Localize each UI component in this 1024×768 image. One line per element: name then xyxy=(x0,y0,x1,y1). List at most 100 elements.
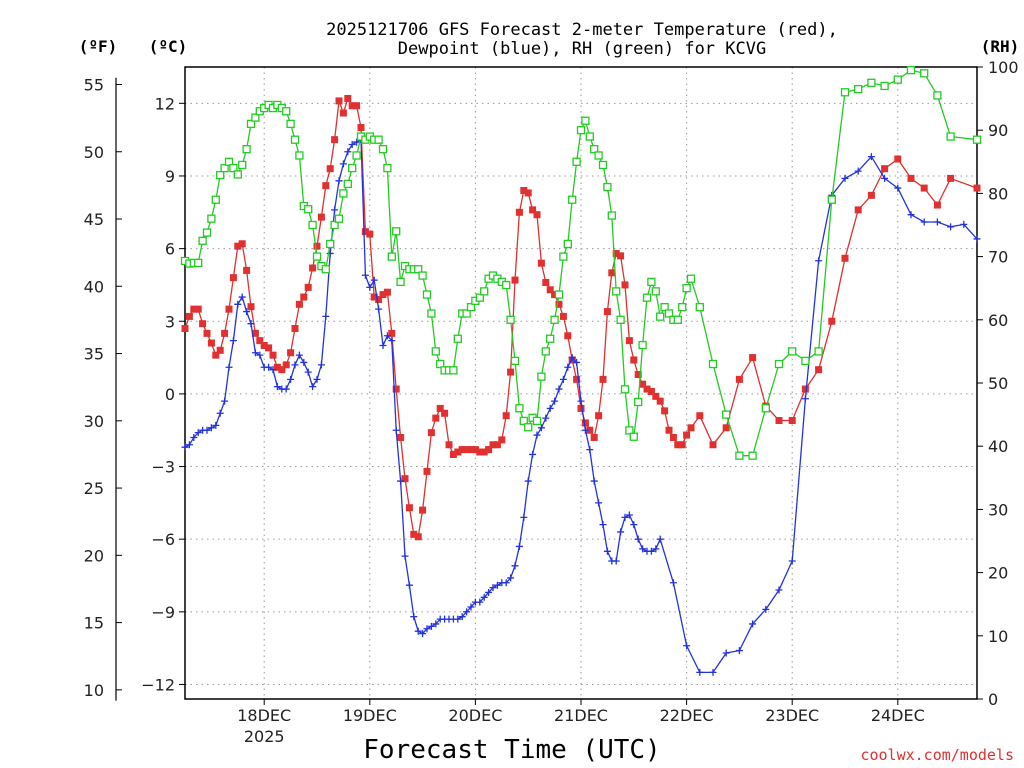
fahrenheit-tick-label: 35 xyxy=(84,345,104,364)
dewpoint-point xyxy=(366,283,374,291)
dewpoint-point xyxy=(502,579,510,587)
rh-point xyxy=(304,205,313,214)
rh-point xyxy=(647,277,656,287)
dewpoint-point xyxy=(647,547,655,555)
temperature-point xyxy=(207,339,215,347)
x-year-label: 2025 xyxy=(244,727,285,746)
rh-point xyxy=(722,410,731,419)
dewpoint-point xyxy=(854,167,862,175)
temperature-point xyxy=(678,441,686,449)
x-tick-label: 22DEC xyxy=(660,706,714,725)
temperature-point xyxy=(485,446,493,454)
rh-point xyxy=(414,265,423,274)
celsius-tick-label: 12 xyxy=(155,94,175,113)
rh-point xyxy=(449,366,458,375)
dewpoint-point xyxy=(639,545,647,553)
fahrenheit-unit-label: (ºF) xyxy=(79,37,118,56)
fahrenheit-tick-label: 50 xyxy=(84,143,104,162)
dewpoint-point xyxy=(612,557,620,565)
grid-lines xyxy=(185,67,977,699)
rh-point xyxy=(422,290,432,299)
rh-point xyxy=(251,113,260,122)
rh-point xyxy=(735,451,744,460)
temperature-point xyxy=(498,436,506,444)
rh-point xyxy=(475,293,484,302)
dewpoint-point xyxy=(595,499,603,507)
dewpoint-point xyxy=(511,562,519,570)
rh-point xyxy=(348,163,357,173)
temperature-point xyxy=(454,448,462,456)
dewpoint-point xyxy=(247,320,255,328)
temperature-point xyxy=(546,286,554,294)
rh-point xyxy=(554,290,564,299)
dewpoint-point xyxy=(533,431,541,439)
temperature-point xyxy=(828,317,836,325)
dewpoint-point xyxy=(317,361,325,369)
chart-title-line2: Dewpoint (blue), RH (green) for KCVG xyxy=(398,39,766,59)
dewpoint-point xyxy=(529,450,537,458)
rh-point xyxy=(880,81,889,91)
axes: 129630−3−6−9−125550454035302520151010090… xyxy=(84,58,1019,746)
temperature-point xyxy=(947,174,955,182)
temperature-point xyxy=(683,431,691,439)
temperature-point xyxy=(590,433,598,441)
rh-point xyxy=(788,347,797,356)
rh-point xyxy=(343,179,352,189)
rh-point xyxy=(840,88,850,97)
rh-tick-label: 10 xyxy=(988,627,1008,646)
rh-point xyxy=(282,107,291,116)
temperature-point xyxy=(674,441,682,449)
temperature-point xyxy=(287,349,295,357)
dewpoint-point xyxy=(326,249,334,257)
temperature-point xyxy=(722,424,730,432)
rh-point xyxy=(933,91,942,100)
temperature-point xyxy=(199,320,207,328)
rh-point xyxy=(572,157,581,166)
celsius-tick-label: 6 xyxy=(165,240,175,259)
temperature-point xyxy=(595,412,603,420)
dewpoint-point xyxy=(590,477,598,485)
temperature-point xyxy=(634,371,642,379)
celsius-tick-label: −6 xyxy=(151,530,175,549)
dewpoint-point xyxy=(405,581,413,589)
rh-point xyxy=(431,347,440,356)
rh-point xyxy=(506,315,515,324)
temperature-point xyxy=(273,363,281,371)
temperature-point xyxy=(414,533,422,541)
temperature-point xyxy=(586,426,594,434)
x-tick-label: 18DEC xyxy=(237,706,291,725)
dewpoint-point xyxy=(410,613,418,621)
dewpoint-point xyxy=(185,441,193,449)
rh-point xyxy=(682,284,691,293)
temperature-point xyxy=(449,450,457,458)
rh-tick-label: 30 xyxy=(988,500,1008,519)
temperature-point xyxy=(392,385,400,393)
rh-point xyxy=(312,252,322,261)
temperature-point xyxy=(265,344,273,352)
temperature-point xyxy=(278,366,286,374)
dewpoint-point xyxy=(207,424,215,432)
rh-tick-label: 70 xyxy=(988,248,1008,267)
dewpoint-point xyxy=(542,414,550,422)
dewpoint-point xyxy=(397,477,405,485)
temperature-point xyxy=(221,329,229,337)
temperature-point xyxy=(639,380,647,388)
dewpoint-point xyxy=(480,593,488,601)
temperature-point xyxy=(247,303,255,311)
temperature-point xyxy=(696,412,704,420)
rh-point xyxy=(590,145,599,154)
temperature-point xyxy=(749,354,757,362)
dewpoint-point xyxy=(322,312,330,320)
credit-text: coolwx.com/models xyxy=(860,746,1014,764)
rh-point xyxy=(625,426,634,435)
dewpoint-point xyxy=(656,535,664,543)
rh-point xyxy=(664,309,674,318)
rh-point xyxy=(612,287,621,296)
temperature-point xyxy=(801,385,809,393)
temperature-point xyxy=(687,424,695,432)
dewpoint-point xyxy=(225,363,233,371)
rh-point xyxy=(541,347,550,356)
temperature-point xyxy=(260,341,268,349)
temperature-point xyxy=(432,414,440,422)
rh-unit-label: (RH) xyxy=(981,37,1020,56)
